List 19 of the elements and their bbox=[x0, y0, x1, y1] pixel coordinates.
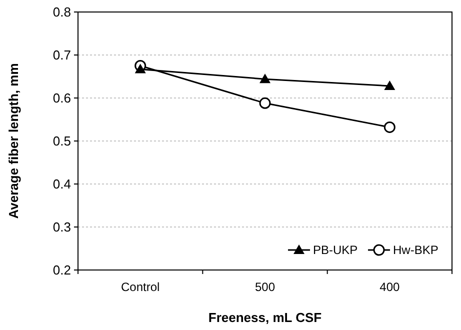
legend-label: Hw-BKP bbox=[393, 243, 438, 258]
point bbox=[384, 80, 396, 90]
y-tick-label: 0.8 bbox=[52, 4, 71, 20]
x-axis-title: Freeness, mL CSF bbox=[208, 310, 322, 325]
y-tick-label: 0.2 bbox=[52, 262, 71, 278]
y-tick-label: 0.5 bbox=[52, 134, 71, 149]
point bbox=[260, 74, 270, 84]
point bbox=[134, 64, 146, 74]
y-axis-title: Average fiber length, mm bbox=[6, 63, 21, 219]
point bbox=[384, 121, 396, 133]
x-tick-label: 500 bbox=[254, 280, 276, 294]
x-tick-label: 400 bbox=[380, 280, 400, 294]
y-tick-label: 0.7 bbox=[52, 48, 71, 63]
y-tick-label: 0.4 bbox=[52, 176, 71, 192]
legend-label: PB-UKP bbox=[313, 243, 358, 258]
y-tick-label: 0.6 bbox=[52, 90, 71, 106]
y-tick-label: 0.3 bbox=[52, 220, 71, 235]
point bbox=[259, 97, 271, 109]
x-tick-label: Control bbox=[120, 280, 160, 294]
